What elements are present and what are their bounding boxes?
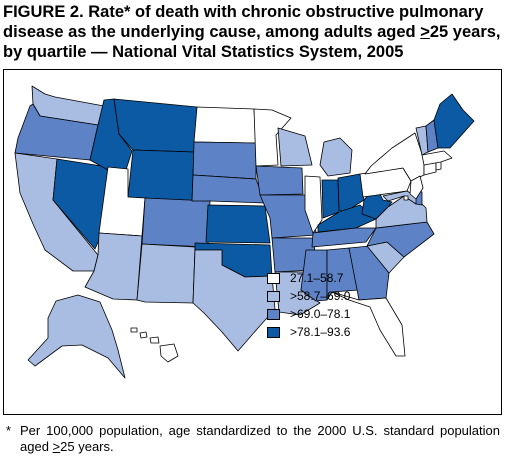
legend-item-q1: 27.1–58.7 [267, 269, 407, 287]
state-AL [326, 247, 360, 301]
state-ME [433, 93, 475, 149]
title-line-1: FIGURE 2. Rate* of death with chronic ob… [3, 3, 484, 21]
legend-item-q4: >78.1–93.6 [267, 323, 407, 341]
state-IN [321, 179, 340, 219]
legend-label-q4: >78.1–93.6 [290, 325, 351, 339]
footnote-marker: * [6, 423, 12, 438]
state-IA [255, 165, 304, 196]
state-MI [319, 137, 353, 177]
legend-label-q1: 27.1–58.7 [290, 271, 344, 285]
footnote-text: Per 100,000 population, age standardized… [20, 423, 500, 454]
state-MA [421, 150, 453, 166]
state-DC [403, 195, 409, 201]
state-FL [331, 291, 406, 357]
state-AK [27, 294, 126, 379]
state-RI [435, 161, 442, 171]
legend-swatch-q4 [267, 326, 280, 338]
state-KS [205, 204, 271, 244]
state-CO [141, 197, 211, 248]
legend-swatch-q2 [267, 290, 280, 302]
state-AZ [84, 232, 143, 301]
state-NM [136, 243, 196, 304]
legend-item-q3: >69.0–78.1 [267, 305, 407, 323]
state-WI [277, 127, 313, 167]
state-HI [130, 327, 179, 363]
title-line-2: disease as the underlying cause, among a… [3, 23, 501, 41]
figure-title: FIGURE 2. Rate* of death with chronic ob… [3, 2, 506, 62]
legend-label-q2: >58.7–69.0 [290, 289, 351, 303]
legend-item-q2: >58.7–69.0 [267, 287, 407, 305]
state-ND [193, 106, 257, 144]
legend-label-q3: >69.0–78.1 [290, 307, 351, 321]
legend-swatch-q1 [267, 272, 280, 284]
state-MS [300, 249, 328, 302]
title-line-3: by quartile — National Vital Statistics … [3, 43, 404, 61]
state-OH [337, 173, 365, 213]
state-IL [304, 175, 323, 234]
state-NJ [409, 175, 424, 200]
state-TX [192, 249, 276, 352]
legend: 27.1–58.7 >58.7–69.0 >69.0–78.1 >78.1–93… [267, 269, 407, 341]
state-NE [191, 174, 266, 204]
footnote: * Per 100,000 population, age standardiz… [6, 423, 500, 455]
state-SD [192, 141, 257, 180]
state-MO [259, 194, 318, 239]
legend-swatch-q3 [267, 308, 280, 320]
state-WY [127, 149, 195, 202]
state-TN [311, 227, 377, 248]
